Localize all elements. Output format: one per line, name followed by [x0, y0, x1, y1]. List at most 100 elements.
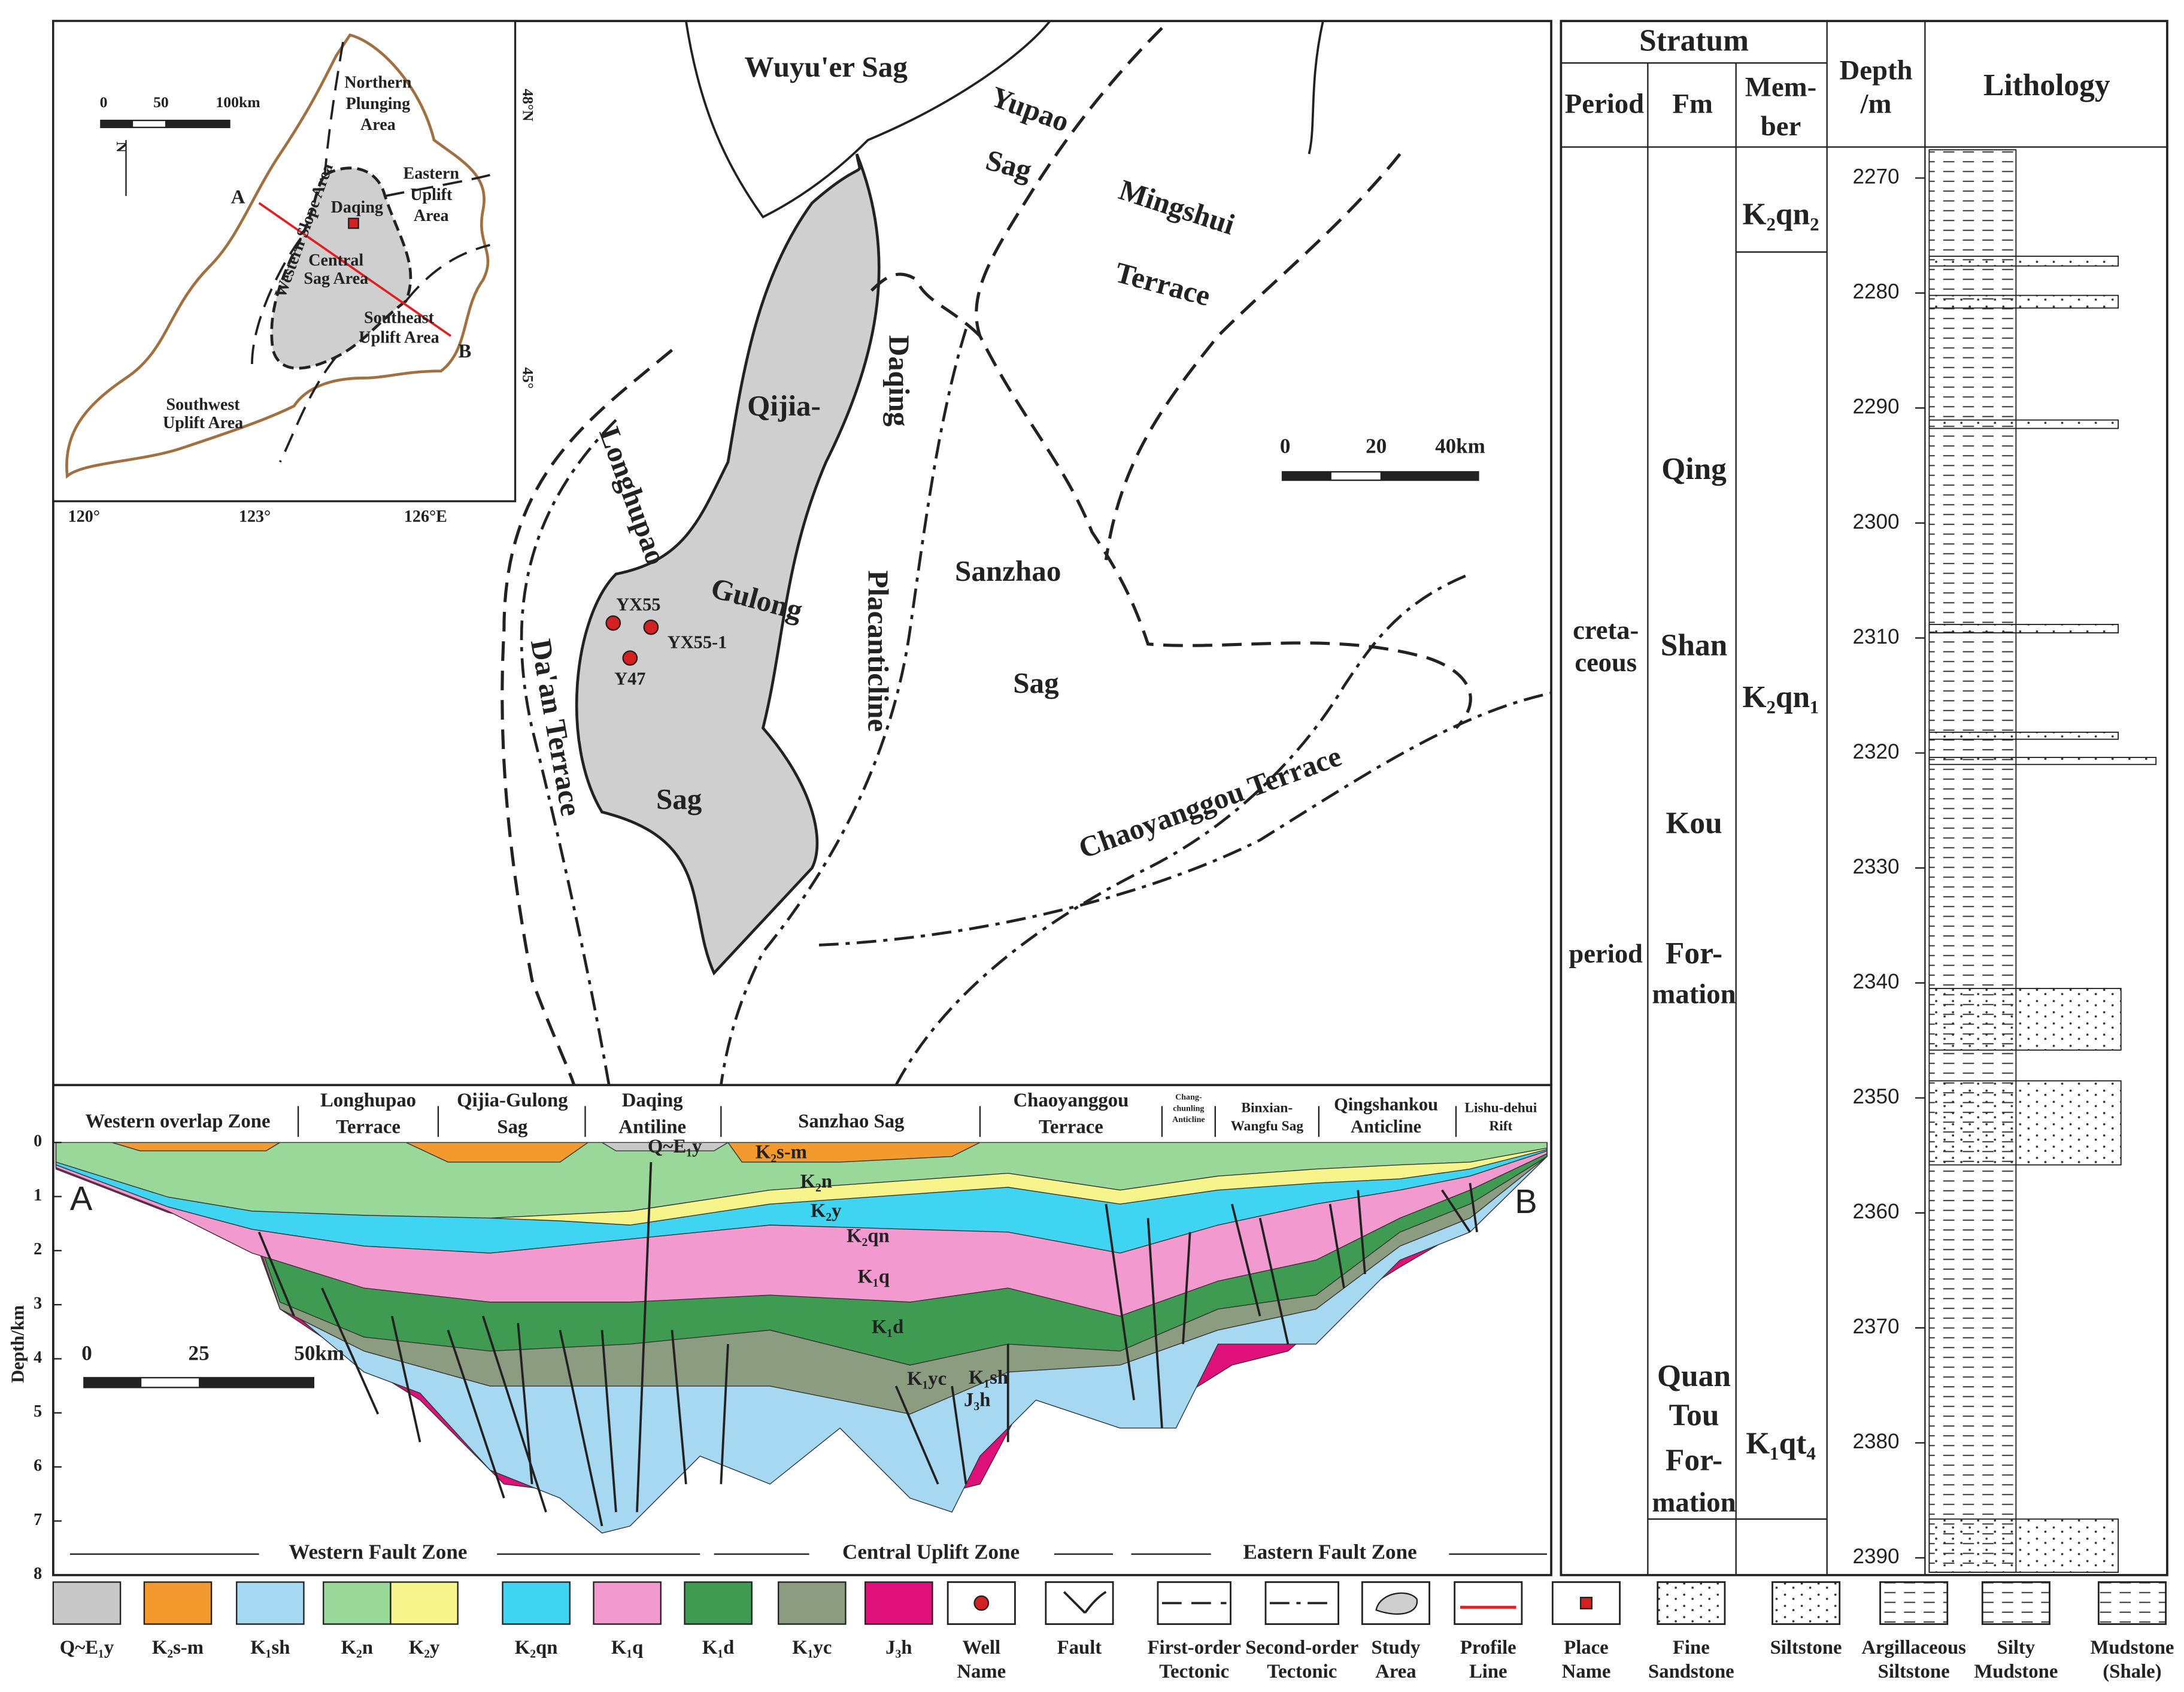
legend-box — [1981, 1581, 2050, 1625]
sandstone-bed — [1928, 255, 2119, 267]
map: Wuyu'er Sag Yupao Sag Mingshui Terrace Q… — [52, 20, 1552, 1087]
label-bg — [1211, 1540, 1449, 1569]
map-label: Longhupao — [593, 423, 673, 569]
second-order-tectonic — [520, 419, 617, 1085]
y-tick-label: 2360 — [1853, 1200, 1900, 1223]
y-tick-label: 0 — [34, 1132, 42, 1151]
sandstone-bed — [1928, 419, 2119, 429]
legend-icon — [1579, 1596, 1592, 1610]
legend-swatch — [778, 1581, 847, 1625]
sandstone-bed — [1928, 1518, 2119, 1573]
first-order-tectonic — [500, 348, 674, 1086]
map-label: Yupao — [987, 80, 1073, 138]
region-label: Area — [414, 207, 449, 225]
map-label: Qijia- — [747, 389, 821, 422]
unit-label: Q~E₁y — [648, 1136, 702, 1157]
legend-box — [1657, 1581, 1726, 1625]
header: Depth — [1839, 54, 1912, 86]
header: ber — [1761, 111, 1801, 142]
legend-box — [1879, 1581, 1949, 1625]
map-label: Sag — [1013, 666, 1059, 699]
sandstone-bed — [1928, 732, 2119, 740]
map-label: Mingshui — [1115, 173, 1239, 241]
y-tick-label: 2290 — [1853, 395, 1900, 419]
region-label: Central — [308, 251, 363, 270]
legend-label: Siltstone — [1878, 1661, 1950, 1682]
unit-label: J₃h — [964, 1389, 990, 1411]
zone-label: Anticline — [1351, 1117, 1421, 1137]
region-label: Daqing — [331, 198, 383, 217]
lon-label: 120° — [68, 508, 100, 526]
lon-label: 126°E — [404, 508, 447, 526]
zone-label: Terrace — [1039, 1116, 1103, 1138]
legend-swatch — [684, 1581, 753, 1625]
inset-map: 0 50 100km N 48°N 45° 120° 123° 126°E No… — [52, 20, 536, 526]
region-label: Eastern — [404, 165, 460, 183]
well — [605, 615, 621, 631]
legend-label: Silty — [1997, 1637, 2036, 1658]
legend-label: Fine — [1673, 1637, 1710, 1658]
label-bg — [259, 1540, 498, 1569]
zone-label: Chaoyanggou — [1014, 1090, 1129, 1111]
legend-box — [1454, 1581, 1523, 1625]
scale-bar — [101, 120, 134, 128]
column-frame — [1560, 20, 2168, 1576]
formation-label: Kou — [1666, 806, 1722, 840]
y-tick-label: 2330 — [1853, 855, 1900, 878]
unit-k2s-m — [727, 1142, 981, 1163]
zone-label: Lishu-dehui — [1464, 1100, 1537, 1115]
first-order-tectonic — [251, 41, 490, 463]
legend-label: Well — [962, 1637, 1000, 1658]
scale-bar — [165, 120, 230, 128]
legend-label: Name — [1562, 1661, 1611, 1682]
y-tick-label: 2370 — [1853, 1315, 1900, 1338]
cross-section: Western overlap Zone Longhupao Terrace Q… — [8, 1084, 1552, 1583]
legend-label: Name — [957, 1661, 1006, 1682]
zone-label: Qijia-Gulong — [457, 1090, 568, 1111]
axis-title: Depth/km — [8, 1305, 28, 1383]
unit-label: K₂n — [800, 1171, 832, 1192]
legend-label: First-order — [1148, 1637, 1241, 1658]
formation-label: For- — [1666, 1443, 1722, 1477]
second-order-tectonic — [818, 692, 1552, 947]
legend-swatch — [236, 1581, 305, 1625]
boundary — [1308, 20, 1324, 154]
unit-q — [600, 1142, 730, 1151]
well-name: YX55 — [616, 595, 660, 615]
fault-zone-label: Central Uplift Zone — [842, 1541, 1020, 1564]
map-label: Sag — [656, 783, 702, 815]
y-tick-label: 6 — [34, 1457, 42, 1475]
unit-label: K₂s-m — [756, 1141, 807, 1163]
zone-label: chunling — [1173, 1103, 1204, 1113]
scale-bar — [199, 1378, 314, 1388]
first-order-tectonic — [1104, 153, 1402, 560]
scale-label: 25 — [189, 1342, 210, 1365]
boundary — [685, 20, 1051, 219]
legend-label: K₂y — [409, 1637, 440, 1658]
region-label: Uplift Area — [163, 414, 243, 432]
legend-label: Mudstone — [2090, 1637, 2174, 1658]
fault-zone-label: Eastern Fault Zone — [1243, 1541, 1416, 1564]
lon-label: 123° — [239, 508, 271, 526]
legend-label: K₁q — [611, 1637, 643, 1658]
legend-label: Argillaceous — [1861, 1637, 1965, 1658]
y-tick-label: 4 — [34, 1348, 42, 1367]
profile-end: B — [1515, 1182, 1537, 1220]
map-label: Chaoyanggou Terrace — [1074, 739, 1345, 865]
unit-label: K₁q — [857, 1266, 889, 1288]
region-label: Uplift — [410, 186, 453, 204]
legend-label: K₁yc — [792, 1637, 832, 1658]
header: Period — [1565, 88, 1644, 119]
member-label: K₂qn₂ — [1742, 197, 1819, 231]
scale-bar — [1380, 472, 1479, 481]
legend-label: (Shale) — [2103, 1661, 2161, 1682]
map-label: Placanticline — [862, 570, 894, 732]
legend-box — [1045, 1581, 1114, 1625]
zone-label: Binxian- — [1241, 1100, 1293, 1115]
zone-label: Wangfu Sag — [1231, 1118, 1304, 1134]
zone-label: Longhupao — [320, 1090, 416, 1111]
unit-label: K₂qn — [847, 1226, 890, 1247]
y-tick-label: 2390 — [1853, 1545, 1900, 1568]
legend-swatch — [864, 1581, 933, 1625]
first-order-tectonic — [867, 272, 981, 338]
